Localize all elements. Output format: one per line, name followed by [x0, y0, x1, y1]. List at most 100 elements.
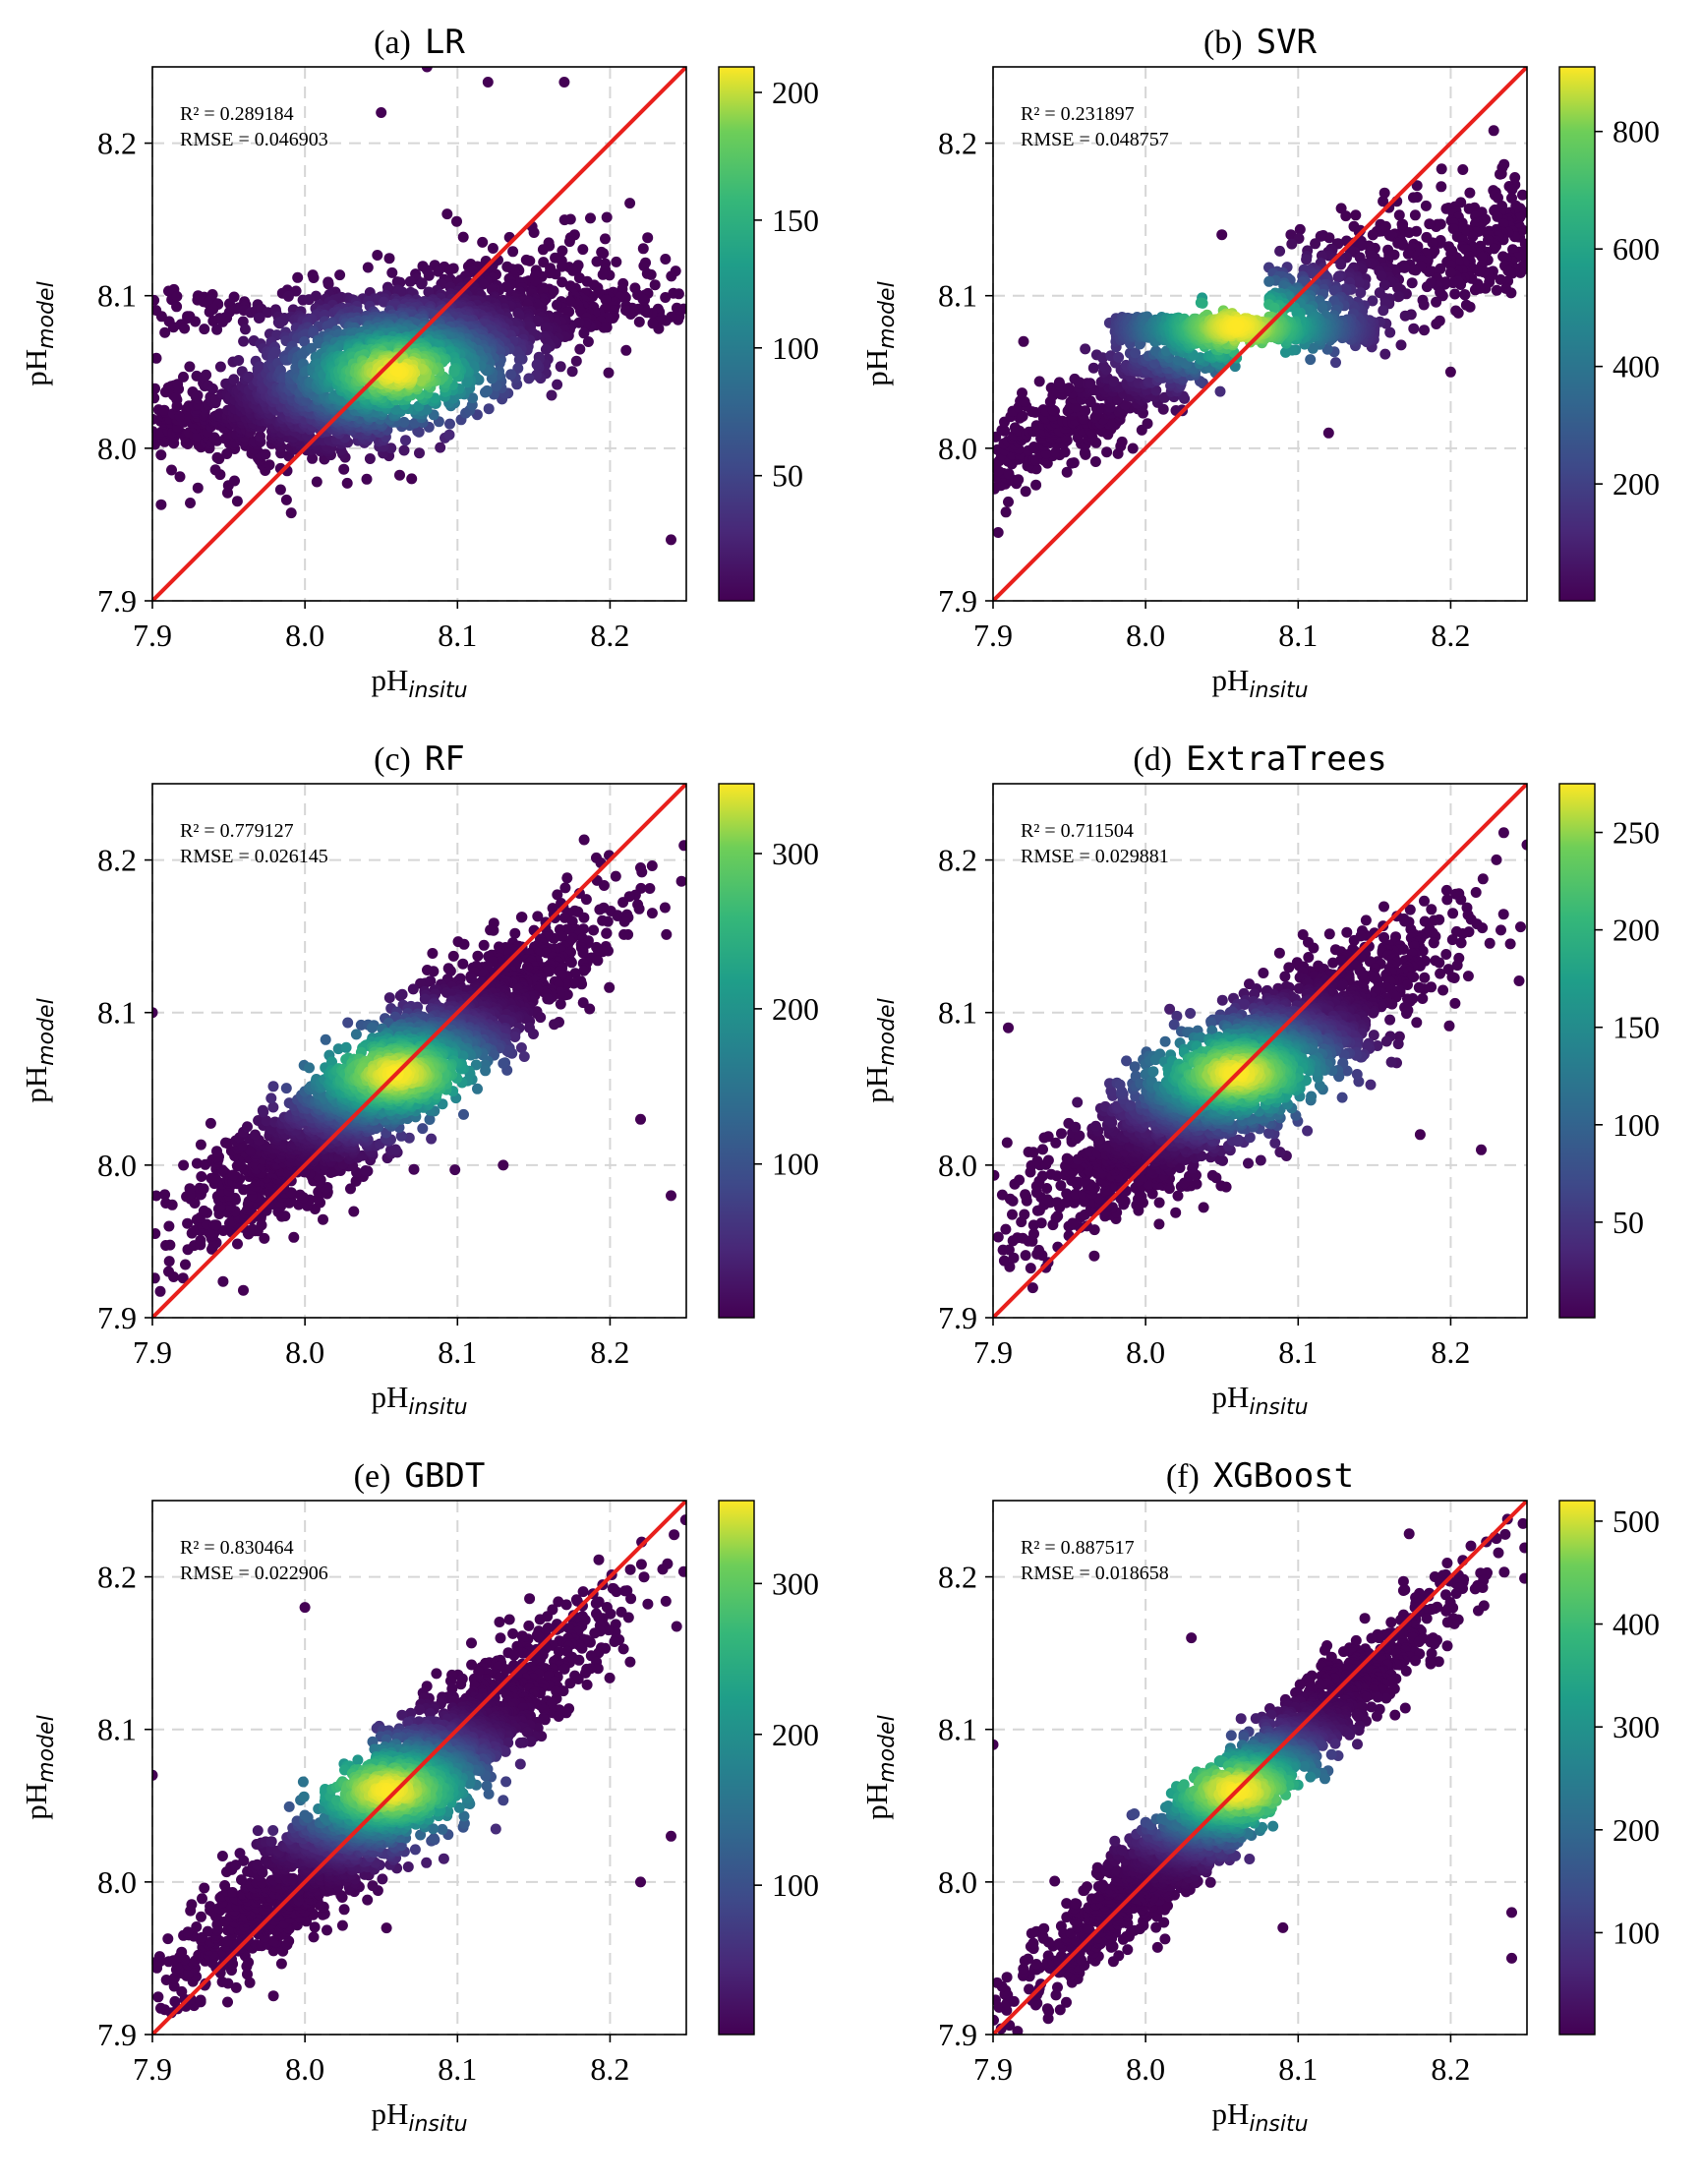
- data-point: [540, 322, 552, 333]
- data-point: [1383, 229, 1395, 241]
- data-point: [158, 404, 170, 416]
- data-point: [269, 346, 281, 358]
- data-point: [163, 1266, 174, 1277]
- data-point: [620, 344, 632, 356]
- data-point: [199, 324, 210, 335]
- data-point: [1089, 456, 1101, 467]
- data-point: [303, 294, 315, 306]
- data-point: [282, 290, 294, 302]
- data-point: [1322, 427, 1334, 439]
- data-point: [185, 498, 196, 508]
- data-point: [666, 534, 676, 546]
- data-point: [1421, 281, 1433, 293]
- data-point: [152, 1007, 158, 1019]
- data-point: [376, 107, 387, 118]
- data-point: [254, 361, 265, 373]
- data-point: [483, 403, 495, 415]
- data-point: [1080, 343, 1091, 355]
- model-name: SVR: [1257, 23, 1318, 62]
- data-point: [1003, 496, 1014, 507]
- data-point: [170, 391, 182, 403]
- data-point: [211, 451, 223, 463]
- r2-annotation: R² = 0.231897: [1021, 103, 1135, 125]
- data-point: [1355, 287, 1367, 299]
- plot-frame: [992, 66, 1528, 602]
- data-point: [383, 253, 395, 265]
- data-point: [1418, 299, 1430, 311]
- data-point: [372, 250, 383, 261]
- data-point: [546, 389, 557, 401]
- data-point: [1419, 325, 1430, 336]
- data-point: [1350, 209, 1362, 221]
- data-point: [1061, 466, 1073, 478]
- data-point: [591, 256, 603, 267]
- data-point: [341, 477, 353, 489]
- data-point: [443, 429, 455, 441]
- scatter-points: [152, 834, 686, 1297]
- data-point: [274, 484, 286, 496]
- data-point: [1263, 275, 1275, 287]
- data-point: [178, 371, 189, 383]
- data-point: [573, 272, 585, 284]
- data-point: [644, 883, 656, 894]
- data-point: [1294, 223, 1306, 235]
- x-tick-label: 8.2: [590, 618, 629, 653]
- data-point: [1427, 237, 1438, 249]
- identity-line: [152, 67, 686, 601]
- data-point: [558, 214, 570, 226]
- data-point: [311, 476, 323, 488]
- data-point: [1444, 266, 1456, 278]
- data-point: [646, 908, 658, 919]
- data-point: [597, 915, 609, 926]
- data-point: [171, 301, 183, 313]
- data-point: [1009, 422, 1021, 434]
- data-point: [1408, 264, 1420, 275]
- data-point: [540, 343, 552, 355]
- data-point: [192, 389, 204, 401]
- data-point: [334, 269, 346, 281]
- data-point: [1113, 351, 1125, 363]
- data-point: [537, 244, 549, 256]
- data-point: [1408, 323, 1420, 334]
- data-point: [659, 902, 671, 914]
- data-point: [1378, 187, 1390, 199]
- data-point: [555, 361, 566, 373]
- data-point: [171, 290, 183, 302]
- data-point: [678, 840, 686, 852]
- data-point: [528, 227, 540, 238]
- data-point: [1431, 296, 1442, 308]
- data-point: [1353, 277, 1365, 289]
- data-point: [1286, 238, 1298, 250]
- data-point: [190, 316, 202, 327]
- data-point: [217, 316, 228, 327]
- data-point: [1274, 245, 1286, 257]
- data-point: [1017, 387, 1027, 399]
- data-point: [192, 482, 204, 494]
- data-point: [598, 248, 610, 260]
- y-tick-label: 8.0: [97, 431, 137, 466]
- data-point: [1280, 346, 1291, 358]
- data-point: [1323, 232, 1335, 244]
- data-point: [414, 447, 425, 459]
- data-point: [398, 444, 410, 456]
- data-point: [396, 286, 408, 298]
- model-name: RF: [425, 739, 465, 779]
- data-point: [600, 294, 612, 306]
- data-point: [448, 366, 460, 378]
- data-point: [338, 463, 350, 475]
- data-point: [1019, 396, 1030, 407]
- data-point: [1307, 342, 1319, 354]
- data-point: [211, 324, 223, 335]
- data-point: [618, 915, 630, 927]
- colorbar-tick-label: 800: [1613, 114, 1660, 149]
- data-point: [217, 1275, 229, 1287]
- colorbar-tick-label: 200: [1613, 466, 1660, 502]
- chart-title: (c) RF: [374, 739, 465, 779]
- data-point: [210, 1219, 222, 1231]
- x-tick-label: 7.9: [133, 618, 172, 653]
- data-point: [1384, 326, 1396, 338]
- data-point: [1464, 187, 1476, 199]
- colorbar-tick-label: 150: [772, 203, 819, 238]
